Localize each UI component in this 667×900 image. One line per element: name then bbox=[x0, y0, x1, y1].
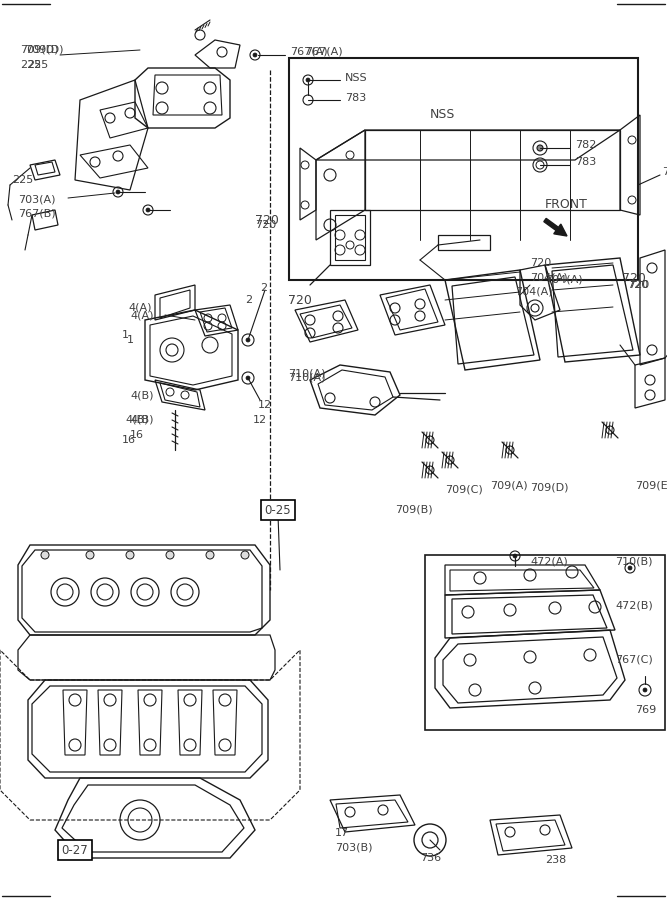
Text: NSS: NSS bbox=[430, 109, 456, 122]
Text: 709(A): 709(A) bbox=[490, 480, 528, 490]
Text: 0-25: 0-25 bbox=[265, 503, 291, 517]
Text: 767(A): 767(A) bbox=[290, 47, 327, 57]
Text: 4(B): 4(B) bbox=[125, 415, 149, 425]
Text: 704(A): 704(A) bbox=[530, 273, 568, 283]
Text: 4(A): 4(A) bbox=[128, 303, 151, 313]
Circle shape bbox=[86, 551, 94, 559]
Circle shape bbox=[253, 53, 257, 57]
Text: 4(B): 4(B) bbox=[130, 415, 153, 425]
Text: 12: 12 bbox=[253, 415, 267, 425]
Text: 720: 720 bbox=[628, 280, 649, 290]
Text: 767(A): 767(A) bbox=[305, 47, 343, 57]
Text: 767(B): 767(B) bbox=[18, 208, 55, 218]
Text: 720: 720 bbox=[255, 220, 276, 230]
Text: 709(C): 709(C) bbox=[445, 485, 483, 495]
Text: 2: 2 bbox=[245, 295, 252, 305]
Text: 472(B): 472(B) bbox=[615, 600, 653, 610]
Text: 782: 782 bbox=[575, 140, 596, 150]
Text: 720: 720 bbox=[622, 272, 646, 284]
Circle shape bbox=[537, 145, 543, 151]
Text: 225: 225 bbox=[27, 60, 48, 70]
Text: 1: 1 bbox=[122, 330, 129, 340]
Text: 736: 736 bbox=[420, 853, 441, 863]
Text: 225: 225 bbox=[20, 60, 41, 70]
Text: 0-27: 0-27 bbox=[61, 843, 88, 857]
Text: 703(A): 703(A) bbox=[18, 195, 55, 205]
Text: 17: 17 bbox=[335, 828, 349, 838]
Text: 4(A): 4(A) bbox=[130, 310, 153, 320]
Text: 225: 225 bbox=[12, 175, 33, 185]
Text: 1: 1 bbox=[127, 335, 134, 345]
Text: 472(A): 472(A) bbox=[530, 557, 568, 567]
Text: 720: 720 bbox=[288, 293, 312, 307]
Text: 16: 16 bbox=[130, 430, 144, 440]
FancyArrow shape bbox=[544, 219, 567, 236]
Text: 783: 783 bbox=[345, 93, 366, 103]
Text: 704(A): 704(A) bbox=[515, 287, 553, 297]
Text: FRONT: FRONT bbox=[545, 199, 588, 212]
Circle shape bbox=[306, 78, 310, 82]
Text: 12: 12 bbox=[258, 400, 272, 410]
Circle shape bbox=[241, 551, 249, 559]
Circle shape bbox=[246, 338, 250, 342]
Text: 4(B): 4(B) bbox=[130, 390, 153, 400]
Text: 2: 2 bbox=[260, 283, 267, 293]
Text: 704(A): 704(A) bbox=[545, 275, 583, 285]
Text: 783: 783 bbox=[575, 157, 596, 167]
Circle shape bbox=[513, 554, 517, 558]
Circle shape bbox=[643, 688, 647, 692]
Circle shape bbox=[206, 551, 214, 559]
Text: 710(A): 710(A) bbox=[288, 368, 325, 378]
Text: 767(C): 767(C) bbox=[615, 655, 653, 665]
Text: 720: 720 bbox=[627, 280, 648, 290]
Circle shape bbox=[41, 551, 49, 559]
Text: 704(B): 704(B) bbox=[662, 167, 667, 177]
Text: 720: 720 bbox=[255, 213, 279, 227]
Circle shape bbox=[126, 551, 134, 559]
Circle shape bbox=[116, 190, 120, 194]
Text: 720: 720 bbox=[530, 258, 551, 268]
Text: 709(D): 709(D) bbox=[20, 45, 59, 55]
Text: 709(D): 709(D) bbox=[530, 483, 568, 493]
Text: 709(B): 709(B) bbox=[395, 505, 433, 515]
Circle shape bbox=[166, 551, 174, 559]
Circle shape bbox=[146, 208, 150, 212]
Text: NSS: NSS bbox=[345, 73, 368, 83]
Text: 238: 238 bbox=[545, 855, 566, 865]
Text: 709(D): 709(D) bbox=[25, 45, 63, 55]
Text: 703(B): 703(B) bbox=[335, 843, 372, 853]
Circle shape bbox=[628, 566, 632, 570]
Text: 710(A): 710(A) bbox=[288, 373, 325, 383]
Text: 769: 769 bbox=[635, 705, 656, 715]
Text: 709(E): 709(E) bbox=[635, 480, 667, 490]
Text: 710(B): 710(B) bbox=[615, 557, 652, 567]
Text: 16: 16 bbox=[122, 435, 136, 445]
Circle shape bbox=[246, 376, 250, 380]
